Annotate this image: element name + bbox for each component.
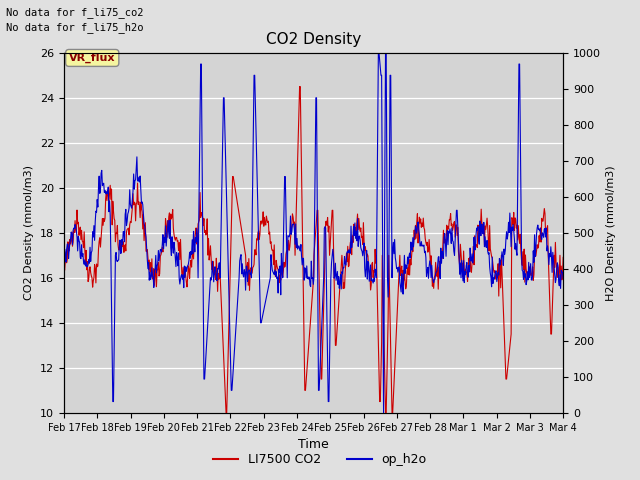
Y-axis label: CO2 Density (mmol/m3): CO2 Density (mmol/m3) bbox=[24, 165, 35, 300]
Text: No data for f_li75_co2: No data for f_li75_co2 bbox=[6, 7, 144, 18]
X-axis label: Time: Time bbox=[298, 438, 329, 451]
Title: CO2 Density: CO2 Density bbox=[266, 33, 361, 48]
Text: No data for f̲li75̲h2o: No data for f̲li75̲h2o bbox=[6, 22, 144, 33]
Legend: LI7500 CO2, op_h2o: LI7500 CO2, op_h2o bbox=[209, 448, 431, 471]
Text: VR_flux: VR_flux bbox=[69, 53, 115, 63]
Y-axis label: H2O Density (mmol/m3): H2O Density (mmol/m3) bbox=[607, 165, 616, 300]
